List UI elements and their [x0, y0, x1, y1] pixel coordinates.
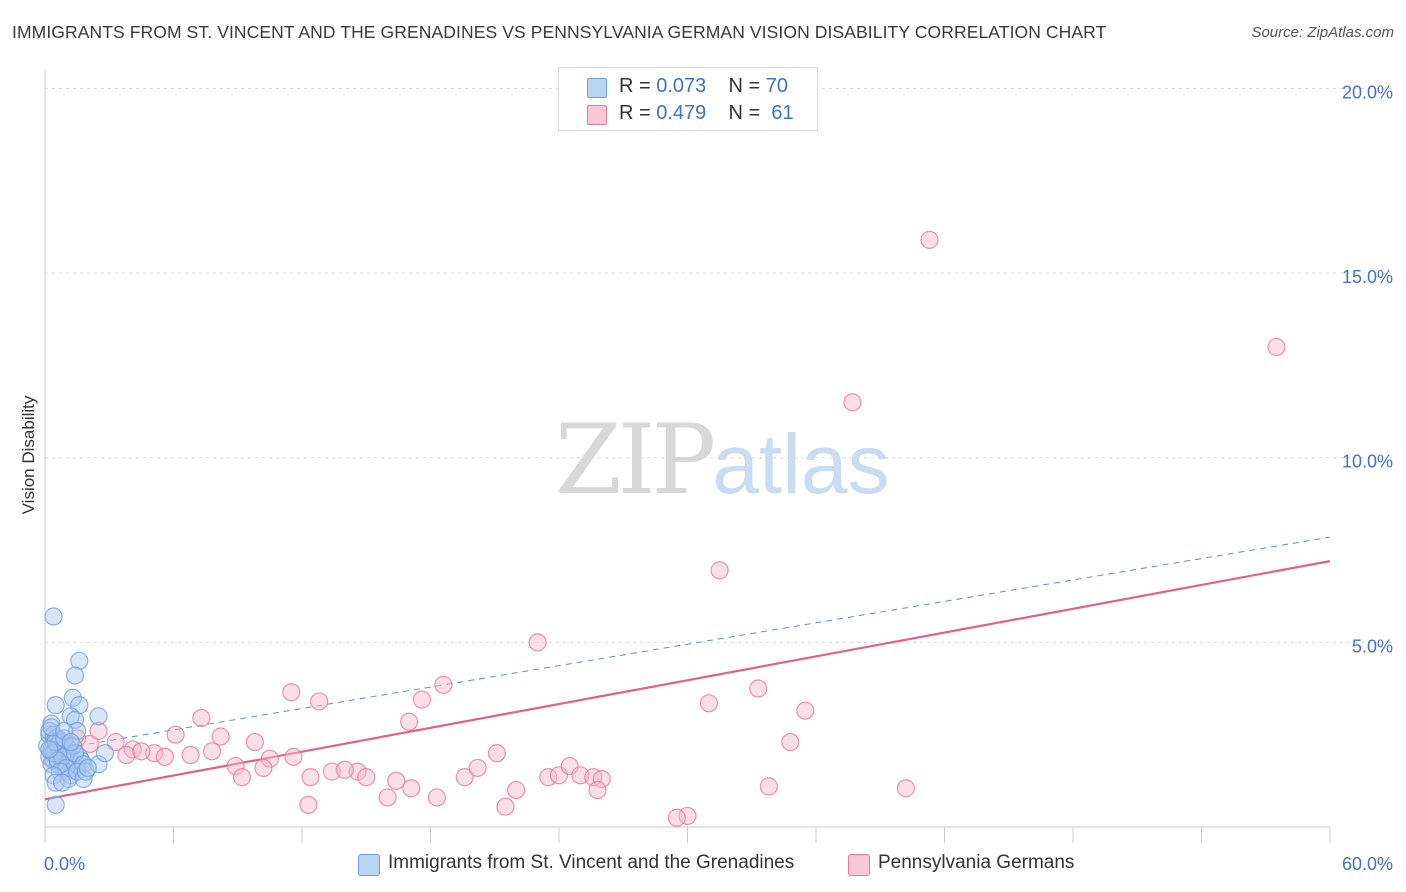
- point-series-2-54: [378, 788, 397, 807]
- y-tick-label-3: 20.0%: [1342, 82, 1393, 102]
- point-series-2-53: [427, 788, 447, 807]
- point-series-2-0: [920, 230, 939, 249]
- point-series-2-17: [781, 732, 800, 752]
- chart-source: Source: ZipAtlas.com: [1251, 24, 1394, 41]
- point-series-2-40: [468, 758, 487, 778]
- point-series-2-12: [192, 708, 211, 728]
- point-series-2-31: [226, 756, 245, 776]
- point-series-2-41: [487, 744, 506, 763]
- trend-line-series-2: [44, 560, 1331, 801]
- correlation-legend: R = 0.073 N = 70 R = 0.479 N = 61: [558, 67, 818, 131]
- point-series-1-66: [95, 744, 115, 763]
- point-series-1-59: [68, 721, 87, 741]
- point-series-2-58: [89, 721, 108, 741]
- point-series-2-47: [592, 769, 611, 789]
- grid-lines: [45, 87, 1395, 643]
- point-series-1-58: [65, 710, 85, 730]
- point-series-1-63: [74, 769, 93, 789]
- bottom-legend-swatch-series-2: [848, 854, 870, 876]
- point-series-2-37: [387, 771, 406, 790]
- data-points: [38, 230, 1286, 827]
- point-series-2-2: [843, 393, 862, 412]
- point-series-1-53: [46, 696, 65, 715]
- point-series-2-6: [699, 694, 719, 713]
- point-series-2-39: [455, 768, 474, 787]
- point-series-1-69: [78, 758, 97, 778]
- point-series-2-50: [759, 777, 778, 796]
- point-series-2-4: [528, 633, 547, 652]
- axes: [44, 70, 1331, 843]
- x-tick-label-1: 60.0%: [1342, 854, 1393, 874]
- point-series-2-26: [202, 742, 222, 761]
- chart-title: IMMIGRANTS FROM ST. VINCENT AND THE GREN…: [12, 22, 1107, 42]
- watermark-atlas: atlas: [712, 417, 890, 511]
- point-series-2-51: [896, 779, 916, 798]
- point-series-2-57: [667, 808, 686, 827]
- legend-swatch-series-1: [587, 78, 607, 98]
- point-series-2-52: [299, 795, 318, 814]
- y-axis-label: Vision Disability: [19, 395, 38, 514]
- y-tick-label-1: 10.0%: [1342, 452, 1393, 472]
- point-series-1-65: [89, 755, 108, 774]
- point-series-2-15: [211, 727, 230, 746]
- point-series-2-35: [335, 760, 354, 779]
- point-series-2-22: [117, 745, 136, 765]
- point-series-2-49: [588, 780, 607, 800]
- trend-line-series-1: [44, 536, 1331, 752]
- point-series-2-7: [796, 701, 815, 720]
- point-series-2-8: [434, 675, 453, 694]
- watermark: ZIPatlas: [555, 404, 890, 516]
- trend-lines: [44, 536, 1331, 801]
- point-series-2-16: [245, 732, 264, 752]
- point-series-2-9: [282, 683, 301, 702]
- bottom-legend-label-series-2: Pennsylvania Germans: [878, 852, 1075, 873]
- x-tick-label-0: 0.0%: [44, 854, 85, 874]
- point-series-1-42: [40, 740, 59, 759]
- point-series-2-10: [412, 690, 432, 709]
- point-series-2-48: [507, 780, 526, 800]
- point-series-2-20: [106, 732, 125, 752]
- bottom-legend-label-series-1: Immigrants from St. Vincent and the Gren…: [388, 852, 795, 873]
- point-series-2-28: [284, 747, 303, 766]
- point-series-2-27: [260, 749, 279, 768]
- bottom-legend-swatch-series-1: [358, 854, 380, 876]
- point-series-1-62: [46, 795, 65, 814]
- point-series-2-1: [1267, 337, 1286, 357]
- watermark-zip: ZIP: [555, 404, 716, 516]
- point-series-1-68: [61, 732, 80, 752]
- point-series-1-67: [55, 721, 74, 741]
- point-series-1-52: [65, 666, 85, 685]
- point-series-2-3: [710, 561, 729, 580]
- point-series-1-61: [53, 773, 72, 792]
- point-series-2-25: [181, 745, 200, 765]
- point-series-1-51: [70, 651, 89, 670]
- point-series-1-54: [63, 688, 82, 707]
- point-series-2-38: [402, 779, 421, 798]
- point-series-2-11: [310, 692, 329, 711]
- point-series-2-24: [155, 747, 175, 766]
- point-series-2-55: [496, 797, 515, 816]
- point-series-2-5: [749, 679, 768, 698]
- legend-text-series-1: R = 0.073 N = 70: [619, 75, 789, 97]
- y-tick-label-0: 5.0%: [1352, 636, 1393, 656]
- tick-labels: 5.0% 10.0% 15.0% 20.0% 0.0% 60.0% Vision Disab…: [19, 82, 1393, 874]
- legend-swatch-series-2: [587, 105, 607, 125]
- point-series-2-14: [166, 725, 185, 744]
- point-series-2-36: [357, 768, 376, 787]
- point-series-1-50: [44, 607, 63, 626]
- point-series-2-33: [254, 758, 273, 778]
- point-series-2-59: [132, 742, 151, 761]
- point-series-1-57: [89, 707, 108, 726]
- point-series-2-34: [301, 768, 320, 787]
- point-series-2-32: [232, 768, 252, 787]
- legend-text-series-2: R = 0.479 N = 61: [619, 102, 794, 124]
- point-series-1-60: [46, 773, 65, 792]
- y-tick-label-2: 15.0%: [1342, 267, 1393, 287]
- point-series-2-13: [399, 712, 419, 731]
